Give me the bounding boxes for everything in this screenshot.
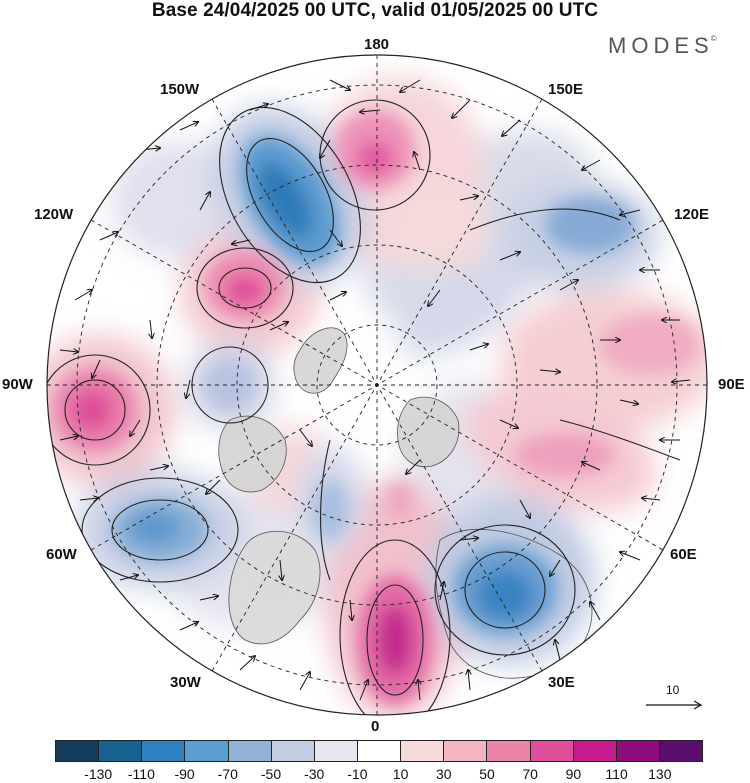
colorbar-tick-label: 10 [392,766,409,782]
colorbar-tick-label: 70 [522,766,538,782]
lon-label-60e: 60E [670,546,697,563]
wind-vectors [59,79,691,701]
colorbar-tick-label: 90 [565,766,582,782]
lon-label-120e: 120E [674,206,710,223]
colorbar-segment [659,741,703,761]
colorbar-tick-label: -110 [127,766,155,782]
lon-label-30w: 30W [170,674,201,691]
colorbar-segment [487,741,531,761]
lon-label-60w: 60W [46,546,77,563]
colorbar-tick-label: -50 [260,766,282,782]
colorbar-tick-label: 130 [648,766,672,782]
graticule [47,55,707,715]
lon-label-30e: 30E [548,674,575,691]
colorbar-segment [228,741,272,761]
brand-logo: MODES© [608,33,717,59]
reference-vector-arrow [646,700,703,710]
lon-label-150w: 150W [160,81,200,98]
lon-label-90w: 90W [2,376,33,393]
colorbar-tick-label: -30 [304,766,325,782]
contour-lines [47,99,681,715]
lon-label-150e: 150E [548,81,584,98]
colorbar-tick-label: 110 [605,766,628,782]
colorbar-segment [573,741,617,761]
colorbar-segment [271,741,315,761]
colorbar-segment [530,741,574,761]
anomaly-cores [53,110,700,705]
colorbar-segment [314,741,358,761]
colorbar-segment [357,741,402,761]
colorbar-segment [185,741,229,761]
colorbar-tick-label: 30 [436,766,452,782]
colorbar-tick-label: -10 [347,766,368,782]
colorbar-segment [99,741,143,761]
colorbar-segment [401,741,445,761]
chart-title: Base 24/04/2025 00 UTC, valid 01/05/2025… [151,0,599,21]
colorbar-tick-label: -90 [174,766,195,782]
colorbar-tick-label: 50 [479,766,495,782]
colorbar-segment [142,741,186,761]
copyright-mark: © [710,34,717,43]
map-boundary [46,54,708,716]
colorbar-tick-label: -130 [84,766,113,782]
colorbar-segment [616,741,660,761]
lon-label-120w: 120W [34,206,74,223]
lon-label-90e: 90E [718,376,745,393]
land-areas [218,327,593,679]
lon-label-0: 0 [371,718,380,735]
colorbar-segment [56,741,100,761]
colorbar-labels: -130 -110 -90 -70 -50 -30 -10 10 30 50 70 90 110 130 [55,766,703,783]
colorbar-tick-label: -70 [217,766,238,782]
colorbar-segment [444,741,488,761]
lon-label-180: 180 [364,36,390,53]
reference-vector-label: 10 [666,683,680,697]
brand-name: MODES [608,33,714,58]
colorbar [55,740,703,762]
